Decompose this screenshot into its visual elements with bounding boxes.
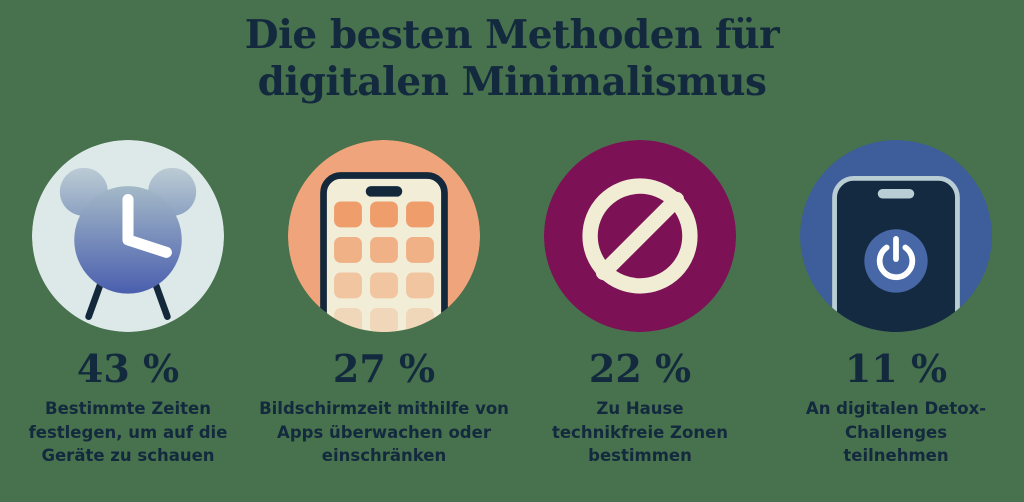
stat-column-fixed-times: 43 % Bestimmte Zeiten festlegen, um auf …: [0, 139, 256, 468]
stat-value: 27 %: [332, 345, 436, 391]
smartphone-app-grid-graphic: [288, 139, 480, 332]
stat-column-detox-challenges: 11 % An digitalen Detox- Challenges teil…: [768, 139, 1024, 468]
smartphone-app-grid-icon: [288, 139, 480, 332]
alarm-clock-icon: [32, 139, 224, 332]
stat-description: An digitalen Detox- Challenges teilnehme…: [805, 399, 987, 466]
smartphone-power-button-graphic: [800, 139, 992, 332]
stat-value: 11 %: [844, 345, 948, 391]
stats-row: 43 % Bestimmte Zeiten festlegen, um auf …: [0, 139, 1024, 468]
no-sign-graphic: [544, 139, 736, 332]
stat-column-tech-free-zones: 22 % Zu Hause technikfreie Zonen bestimm…: [512, 139, 768, 468]
stat-description: Bildschirmzeit mithilfe von Apps überwac…: [259, 399, 509, 466]
stat-column-screen-time-apps: 27 % Bildschirmzeit mithilfe von Apps üb…: [256, 139, 512, 468]
no-sign-icon: [544, 139, 736, 332]
smartphone-power-button-icon: [800, 139, 992, 332]
page-title: Die besten Methoden für digitalen Minima…: [244, 12, 780, 105]
stat-value: 43 %: [76, 345, 180, 391]
stat-description: Bestimmte Zeiten festlegen, um auf die G…: [28, 399, 228, 466]
alarm-clock-graphic: [32, 139, 224, 332]
stat-value: 22 %: [588, 345, 692, 391]
stat-description: Zu Hause technikfreie Zonen bestimmen: [551, 399, 729, 466]
